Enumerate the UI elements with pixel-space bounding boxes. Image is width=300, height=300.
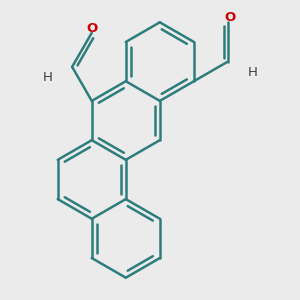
Text: O: O <box>86 22 98 34</box>
Text: H: H <box>43 71 52 84</box>
Text: H: H <box>248 66 257 79</box>
Text: O: O <box>224 11 236 24</box>
